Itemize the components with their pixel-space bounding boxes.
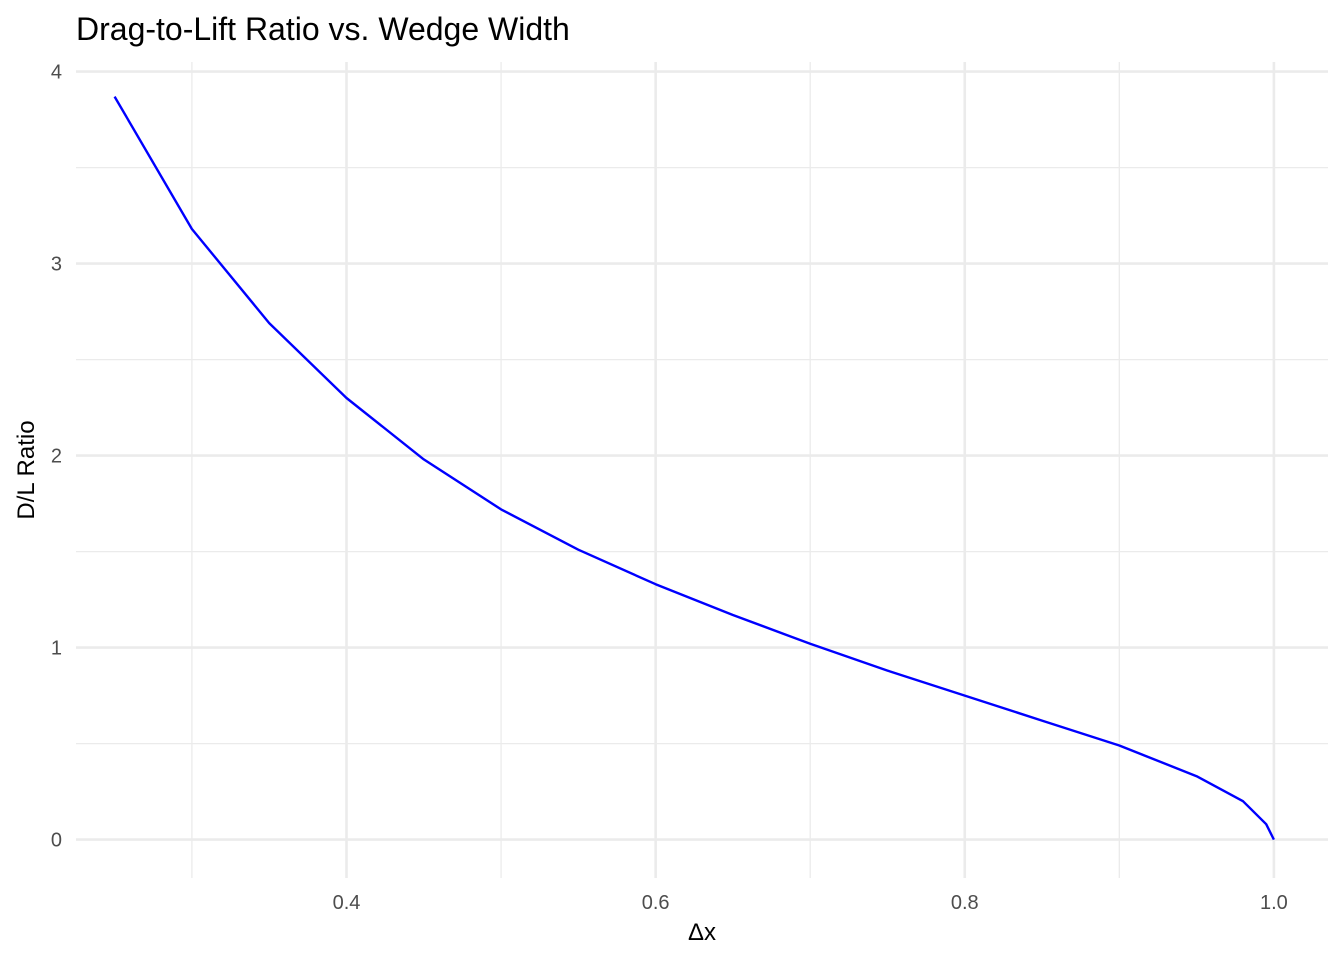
y-tick-label: 4 [51,62,62,84]
y-axis-label: D/L Ratio [13,420,40,519]
y-axis-ticks: 0 1 2 3 4 [51,62,62,852]
x-tick-label: 1.0 [1260,892,1288,914]
y-tick-label: 3 [51,254,62,276]
x-tick-label: 0.8 [951,892,979,914]
x-tick-label: 0.6 [642,892,670,914]
x-axis-label: Δx [688,919,716,946]
plot-series [113,95,1275,841]
y-tick-label: 2 [51,446,62,468]
y-tick-label: 1 [51,638,62,660]
grid [76,62,1328,878]
x-tick-label: 0.4 [333,892,361,914]
chart-title: Drag-to-Lift Ratio vs. Wedge Width [76,11,570,47]
x-axis-ticks: 0.4 0.6 0.8 1.0 [333,892,1288,914]
series-line [113,95,1275,841]
y-tick-label: 0 [51,830,62,852]
